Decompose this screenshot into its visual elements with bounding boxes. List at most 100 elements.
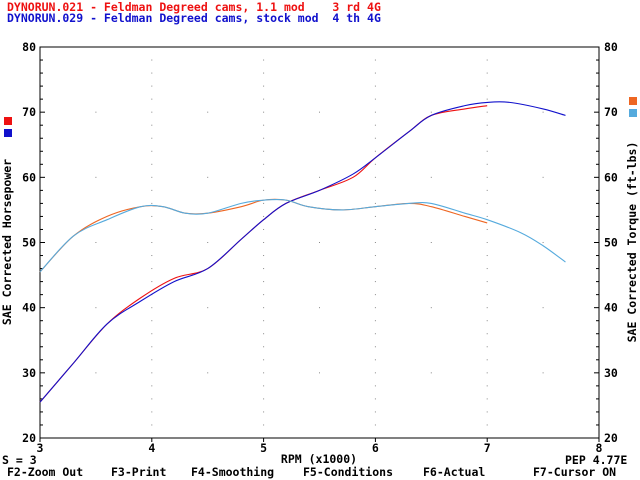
y-tick-label-left: 50 [22,236,36,250]
grid-dot [319,176,320,178]
run1-header: DYNORUN.021 - Feldman Degreed cams, 1.1 … [7,0,381,14]
y-axis-label-left: SAE Corrected Horsepower [0,159,14,325]
grid-dot [151,150,153,152]
grid-dot [486,59,488,61]
grid-dot [151,333,153,335]
grid-dot [374,411,376,413]
grid-dot [207,111,209,113]
x-tick-label: 4 [148,441,155,455]
grid-dot [319,307,320,309]
grid-dot [486,215,488,217]
grid-dot [263,320,265,322]
grid-dot [542,372,544,374]
zoom-out-key[interactable]: F2-Zoom Out [7,465,84,479]
run2-hp-swatch [4,129,12,137]
grid-dot [151,307,153,309]
grid-dot [374,398,376,400]
grid-dot [374,98,376,100]
run1-hp-swatch [4,117,12,125]
y-axis-label-right: SAE Corrected Torque (ft-lbs) [625,142,639,343]
grid-dot [486,346,488,348]
grid-dot [374,189,376,191]
grid-dot [263,281,265,283]
grid-dot [486,268,488,270]
conditions-key[interactable]: F5-Conditions [303,465,394,479]
grid-dot [374,359,376,361]
grid-dot [486,124,488,126]
grid-dot [374,85,376,87]
grid-dot [486,85,488,87]
grid-dot [542,176,544,178]
grid-dot [430,111,432,113]
grid-dot [151,85,153,87]
grid-dot [374,137,376,139]
grid-dot [486,255,488,257]
grid-dot [263,385,265,387]
grid-dot [207,372,209,374]
x-tick-label: 5 [260,441,267,455]
grid-dot [263,228,265,230]
grid-dot [486,137,488,139]
grid-dot [486,307,488,309]
y-tick-labels-left: 20 30 40 50 60 70 80 [22,40,36,445]
grid-dot [374,111,376,113]
grid-dot [486,242,488,243]
x-tick-labels: 3 4 5 6 7 8 [37,441,603,455]
grid [39,46,600,439]
grid-dot [374,294,376,296]
print-key[interactable]: F3-Print [111,465,167,479]
grid-dot [430,307,432,309]
grid-dot [486,150,488,152]
grid-dot [151,163,153,165]
grid-dot [486,398,488,400]
grid-dot [151,320,153,322]
grid-dot [542,242,544,243]
grid-dot [486,333,488,335]
grid-dot [95,372,97,374]
function-key-bar: F2-Zoom Out F3-Print F4-Smoothing F5-Con… [0,465,640,480]
grid-dot [151,189,153,191]
y-tick-label-right: 80 [604,40,618,54]
grid-dot [263,372,265,374]
grid-dot [486,294,488,296]
grid-dot [374,255,376,257]
grid-dot [151,98,153,100]
grid-dot [374,268,376,270]
grid-dot [263,202,265,204]
run1-hp-line [39,105,488,403]
grid-dot [263,215,265,217]
grid-dot [151,228,153,230]
cursor-on-key[interactable]: F7-Cursor ON [533,465,617,479]
y-tick-labels-right: 20 30 40 50 60 70 80 [604,40,618,445]
grid-dot [263,359,265,361]
grid-dot [486,424,488,426]
grid-dot [374,150,376,152]
actual-key[interactable]: F6-Actual [423,465,486,479]
grid-dot [263,176,265,178]
x-tick-label: 3 [37,441,44,455]
run1-tq-swatch [629,97,637,105]
grid-dot [151,202,153,204]
grid-dot [374,333,376,335]
grid-dot [542,111,544,113]
grid-dot [374,242,376,243]
smoothing-key[interactable]: F4-Smoothing [191,465,275,479]
x-tick-label: 6 [372,441,379,455]
y-tick-label-left: 40 [22,301,36,315]
run2-tq-swatch [629,109,637,117]
grid-dot [207,242,209,243]
grid-dot [151,59,153,61]
grid-dot [319,242,320,243]
grid-dot [542,307,544,309]
grid-dot [263,85,265,87]
y-tick-label-left: 20 [22,431,36,445]
grid-dot [486,189,488,191]
grid-dot [151,359,153,361]
grid-dot [263,424,265,426]
tick-marks [39,46,600,442]
grid-dot [263,268,265,270]
y-tick-label-left: 70 [22,105,36,119]
grid-dot [486,359,488,361]
grid-dot [263,411,265,413]
grid-dot [374,307,376,309]
